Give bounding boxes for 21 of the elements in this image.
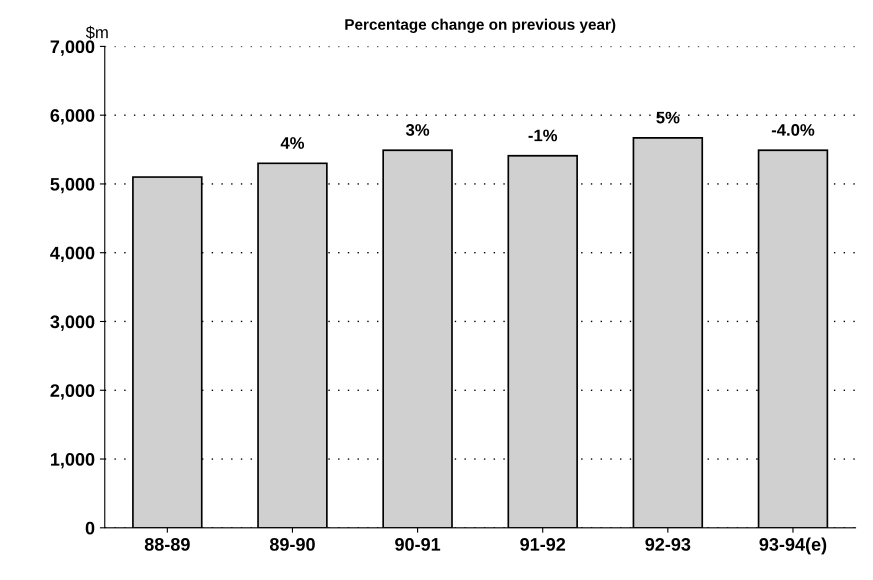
x-tick-label: 89-90 bbox=[270, 538, 315, 551]
x-tick-label: 88-89 bbox=[144, 538, 190, 551]
x-tick-label: 90-91 bbox=[395, 538, 440, 551]
annotation: 4% bbox=[280, 137, 304, 149]
annotation: -1% bbox=[528, 130, 558, 142]
annotation: 3% bbox=[406, 124, 430, 136]
y-tick-label: 5,000 bbox=[50, 178, 94, 194]
x-tick-label: 92-93 bbox=[645, 538, 690, 551]
annotation: 5% bbox=[656, 112, 680, 124]
y-tick-label: 2,000 bbox=[50, 384, 94, 400]
x-tick-label: 93-94(e) bbox=[759, 538, 826, 554]
y-tick-label: 4,000 bbox=[50, 246, 94, 262]
y-tick-label: 6,000 bbox=[50, 109, 94, 125]
y-tick-label: 7,000 bbox=[50, 40, 94, 56]
y-tick-label: 0 bbox=[86, 522, 94, 535]
y-tick-label: 3,000 bbox=[50, 315, 94, 331]
y-tick-label: 1,000 bbox=[50, 452, 94, 468]
chart-title: Percentage change on previous year) bbox=[345, 18, 616, 33]
y-axis-title: $m bbox=[86, 26, 108, 40]
x-tick-label: 91-92 bbox=[520, 538, 566, 551]
annotation: -4.0% bbox=[772, 124, 814, 136]
